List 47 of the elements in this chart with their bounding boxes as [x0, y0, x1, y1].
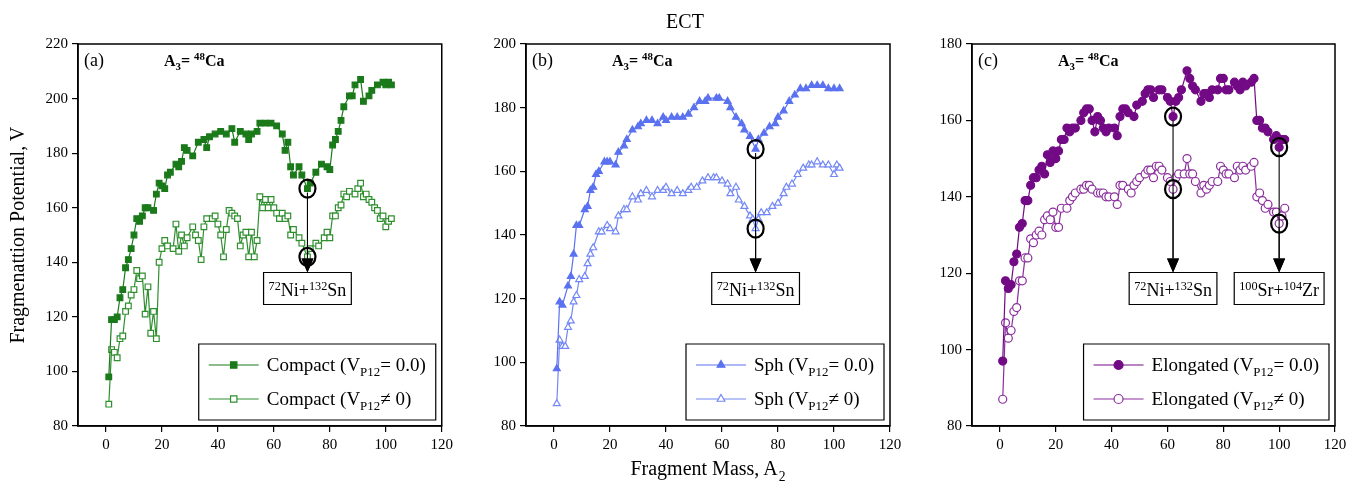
y-tick-label: 100: [45, 362, 68, 379]
annotation: (b): [532, 50, 553, 71]
x-tick-label: 100: [374, 435, 398, 452]
annotation: (c): [978, 50, 998, 71]
x-tick-label: 120: [878, 435, 902, 452]
y-tick-label: 140: [493, 225, 516, 242]
y-tick-label: 160: [939, 111, 962, 128]
x-tick-label: 20: [1048, 435, 1064, 452]
y-tick-label: 80: [53, 416, 68, 433]
y-tick-label: 200: [45, 89, 68, 106]
x-tick-label: 0: [550, 435, 558, 452]
y-tick-label: 100: [493, 353, 516, 370]
y-tick-label: 120: [45, 307, 68, 324]
y-axis-title: Fragmenattion Potential, V: [6, 126, 29, 344]
x-tick-label: 80: [770, 435, 786, 452]
x-tick-label: 20: [154, 435, 170, 452]
y-tick-label: 200: [493, 34, 516, 51]
x-tick-label: 40: [210, 435, 226, 452]
y-tick-label: 180: [939, 34, 962, 51]
x-tick-label: 120: [1323, 435, 1347, 452]
x-tick-label: 60: [1159, 435, 1175, 452]
y-tick-label: 160: [493, 162, 516, 179]
y-tick-label: 220: [45, 34, 68, 51]
annotation: (a): [84, 50, 104, 71]
y-tick-label: 100: [939, 340, 962, 357]
y-tick-label: 160: [45, 198, 68, 215]
x-tick-label: 40: [1104, 435, 1120, 452]
x-tick-label: 20: [602, 435, 618, 452]
chart-title: ECT: [666, 10, 704, 32]
x-tick-label: 60: [714, 435, 730, 452]
y-tick-label: 140: [939, 187, 962, 204]
y-tick-label: 80: [501, 416, 516, 433]
y-tick-label: 140: [45, 253, 68, 270]
y-tick-label: 120: [939, 264, 962, 281]
y-tick-label: 80: [947, 416, 962, 433]
x-tick-label: 0: [102, 435, 110, 452]
x-tick-label: 100: [1267, 435, 1291, 452]
x-tick-label: 80: [322, 435, 338, 452]
x-tick-label: 40: [658, 435, 674, 452]
x-tick-label: 0: [996, 435, 1004, 452]
y-tick-label: 180: [493, 98, 516, 115]
x-tick-label: 80: [1215, 435, 1231, 452]
y-tick-label: 120: [493, 289, 516, 306]
x-tick-label: 120: [430, 435, 453, 452]
x-tick-label: 60: [266, 435, 282, 452]
x-tick-label: 100: [822, 435, 846, 452]
y-tick-label: 180: [45, 144, 68, 161]
